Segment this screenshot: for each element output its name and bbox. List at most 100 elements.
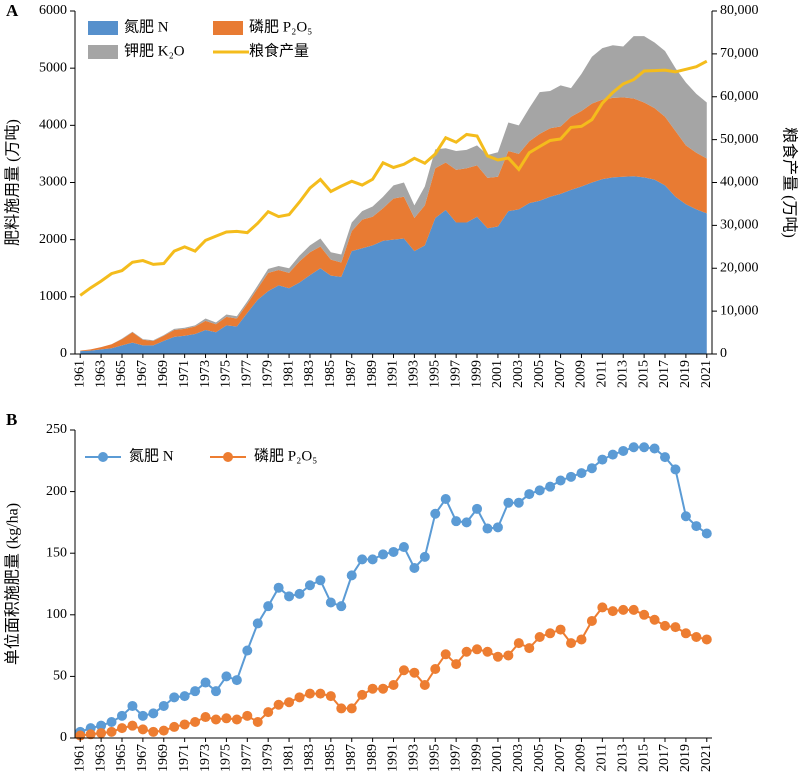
point (618, 604, 629, 615)
legend-swatch (88, 21, 118, 35)
x-tick-label: 2005 (532, 744, 547, 772)
point (388, 680, 399, 691)
x-tick-label: 1987 (344, 744, 359, 772)
point (325, 691, 336, 702)
point (566, 471, 577, 482)
legend-label: 粮食产量 (249, 42, 309, 59)
point (200, 677, 211, 688)
y2-tick-label: 30,000 (720, 218, 759, 233)
line (80, 606, 708, 737)
point (221, 671, 232, 682)
legend-swatch (213, 21, 243, 35)
y2-tick-label: 0 (720, 346, 727, 361)
point (555, 624, 566, 635)
point (701, 634, 712, 645)
y-tick-label: 250 (46, 422, 67, 437)
y-tick-label: 50 (53, 669, 67, 684)
point (545, 481, 556, 492)
point (430, 664, 441, 675)
x-tick-label: 1969 (156, 744, 171, 772)
point (607, 449, 618, 460)
point (242, 645, 253, 656)
point (639, 442, 650, 453)
x-tick-label: 1987 (344, 360, 359, 388)
point (357, 689, 368, 700)
x-tick-label: 1973 (198, 360, 213, 388)
point (284, 591, 295, 602)
x-tick-label: 1993 (407, 360, 422, 388)
y2-tick-label: 10,000 (720, 303, 759, 318)
point (503, 650, 514, 661)
point (284, 697, 295, 708)
point (148, 726, 159, 737)
point (304, 580, 315, 591)
y2-tick-label: 70,000 (720, 46, 759, 61)
x-tick-label: 1977 (240, 360, 255, 388)
x-tick-label: 2005 (532, 360, 547, 388)
area (80, 97, 707, 352)
x-tick-label: 1999 (469, 360, 484, 388)
x-tick-label: 1983 (302, 744, 317, 772)
point (628, 442, 639, 453)
x-tick-label: 1975 (219, 744, 234, 772)
x-tick-label: 1971 (177, 360, 192, 388)
point (472, 644, 483, 655)
point (346, 703, 357, 714)
point (96, 728, 107, 739)
point (231, 714, 242, 725)
x-tick-label: 2015 (636, 360, 651, 388)
legend-label: 氮肥 N (129, 447, 174, 464)
point (524, 489, 535, 500)
point (200, 712, 211, 723)
point (440, 493, 451, 504)
y-tick-label: 4000 (39, 118, 67, 133)
x-tick-label: 2019 (678, 744, 693, 772)
y-tick-label: 100 (46, 607, 67, 622)
point (367, 554, 378, 565)
point (440, 649, 451, 660)
point (524, 643, 535, 654)
x-tick-label: 1993 (407, 744, 422, 772)
x-tick-label: 1973 (198, 744, 213, 772)
point (325, 597, 336, 608)
legend-label: 钾肥 K₂O (124, 42, 185, 59)
legend-label: 磷肥 P₂O₅ (249, 18, 312, 35)
y-tick-label: 3000 (39, 175, 67, 190)
point (649, 614, 660, 625)
x-tick-label: 2007 (553, 744, 568, 772)
y2-tick-label: 40,000 (720, 175, 759, 190)
point (304, 688, 315, 699)
point (660, 620, 671, 631)
point (190, 716, 201, 727)
x-tick-label: 2003 (511, 360, 526, 388)
point (409, 667, 420, 678)
x-tick-label: 1969 (156, 360, 171, 388)
point (315, 575, 326, 586)
point (513, 638, 524, 649)
point (430, 508, 441, 519)
point (701, 528, 712, 539)
point (148, 708, 159, 719)
legend-label: 磷肥 P₂O₅ (254, 447, 317, 464)
point (597, 454, 608, 465)
x-tick-label: 1979 (260, 744, 275, 772)
point (680, 628, 691, 639)
y2-tick-label: 20,000 (720, 260, 759, 275)
point (336, 703, 347, 714)
point (210, 686, 221, 697)
x-tick-label: 2001 (490, 360, 505, 388)
x-tick-label: 1981 (281, 360, 296, 388)
point (169, 692, 180, 703)
point (252, 716, 263, 727)
y-axis-title: 肥料施用量 (万吨) (4, 119, 22, 246)
y2-tick-label: 60,000 (720, 89, 759, 104)
line (79, 59, 708, 297)
area (80, 176, 707, 354)
x-tick-label: 2017 (657, 744, 672, 772)
x-tick-label: 2003 (511, 744, 526, 772)
y-axis-title: 单位面积施肥量 (kg/ha) (4, 503, 22, 665)
y-tick-label: 0 (60, 346, 67, 361)
point (461, 517, 472, 528)
point (451, 516, 462, 527)
x-tick-label: 2013 (615, 360, 630, 388)
